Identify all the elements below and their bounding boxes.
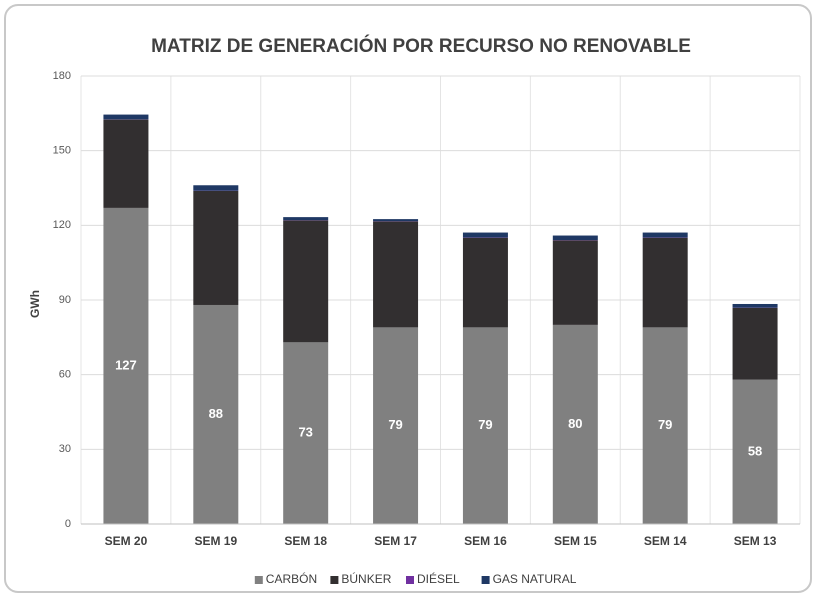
bar-segment bbox=[103, 119, 149, 208]
bar-segment bbox=[552, 324, 598, 524]
data-label: 80 bbox=[568, 416, 582, 431]
data-label: 79 bbox=[658, 417, 672, 432]
legend-swatch bbox=[481, 576, 490, 584]
x-tick-label: SEM 19 bbox=[194, 534, 237, 548]
x-tick-label: SEM 16 bbox=[464, 534, 507, 548]
data-label: 73 bbox=[298, 425, 312, 440]
data-label: 88 bbox=[209, 406, 223, 421]
x-tick-label: SEM 13 bbox=[734, 534, 777, 548]
bar-segment bbox=[732, 379, 778, 524]
x-tick-label: SEM 17 bbox=[374, 534, 417, 548]
bar-segment bbox=[193, 304, 239, 524]
data-label: 127 bbox=[115, 357, 137, 372]
legend-swatch bbox=[330, 576, 339, 584]
bar-segment bbox=[462, 237, 508, 328]
y-tick-label: 150 bbox=[53, 145, 71, 157]
x-tick-label: SEM 15 bbox=[554, 534, 597, 548]
bar-segment bbox=[193, 190, 239, 305]
bar-segment bbox=[283, 220, 329, 343]
y-tick-label: 120 bbox=[53, 219, 71, 231]
chart-title: MATRIZ DE GENERACIÓN POR RECURSO NO RENO… bbox=[151, 35, 691, 57]
data-label: 79 bbox=[478, 417, 492, 432]
bar-segment bbox=[373, 221, 419, 328]
y-tick-label: 0 bbox=[65, 518, 71, 530]
y-axis-label: GWh bbox=[28, 290, 42, 318]
legend-swatch bbox=[406, 576, 414, 584]
bar-segment bbox=[373, 327, 419, 524]
data-label: 58 bbox=[748, 443, 762, 458]
chart: MATRIZ DE GENERACIÓN POR RECURSO NO RENO… bbox=[28, 35, 801, 586]
bar-segment bbox=[642, 237, 688, 328]
x-tick-label: SEM 14 bbox=[644, 534, 687, 548]
y-tick-label: 30 bbox=[59, 443, 71, 455]
bar-segment bbox=[552, 235, 598, 241]
x-tick-label: SEM 20 bbox=[105, 534, 148, 548]
x-tick-label: SEM 18 bbox=[284, 534, 327, 548]
bar-segment bbox=[462, 327, 508, 524]
legend-label: GAS NATURAL bbox=[493, 572, 577, 586]
bar-segment bbox=[103, 114, 149, 120]
bar-segment bbox=[103, 207, 149, 524]
data-label: 79 bbox=[388, 417, 402, 432]
bar-segment bbox=[283, 342, 329, 524]
bar-segment bbox=[373, 219, 419, 222]
legend-label: DIÉSEL bbox=[417, 571, 460, 586]
bar-segment bbox=[642, 327, 688, 524]
y-tick-label: 60 bbox=[59, 369, 71, 381]
bar-segment bbox=[283, 217, 329, 221]
bar-segment bbox=[732, 307, 778, 380]
y-tick-label: 180 bbox=[53, 70, 71, 82]
bar-segment bbox=[462, 232, 508, 238]
legend-label: BÚNKER bbox=[341, 571, 391, 586]
bar-segment bbox=[732, 303, 778, 308]
bar-segment bbox=[642, 232, 688, 238]
legend-swatch bbox=[254, 576, 263, 584]
bar-segment bbox=[193, 185, 239, 191]
bar-segment bbox=[552, 240, 598, 325]
legend-label: CARBÓN bbox=[266, 571, 317, 586]
y-tick-label: 90 bbox=[59, 294, 71, 306]
chart-card: MATRIZ DE GENERACIÓN POR RECURSO NO RENO… bbox=[4, 4, 812, 593]
